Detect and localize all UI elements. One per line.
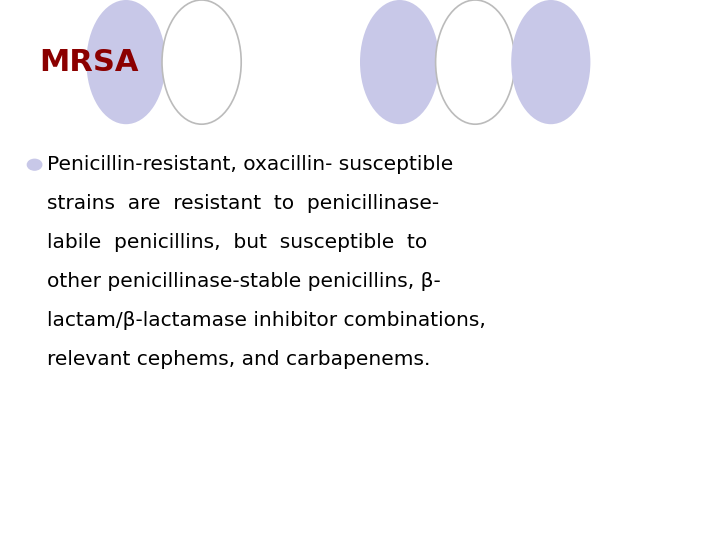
Text: Penicillin-resistant, oxacillin- susceptible: Penicillin-resistant, oxacillin- suscept… bbox=[47, 155, 453, 174]
Ellipse shape bbox=[86, 0, 166, 124]
Ellipse shape bbox=[436, 0, 515, 124]
Ellipse shape bbox=[360, 0, 439, 124]
Text: relevant cephems, and carbapenems.: relevant cephems, and carbapenems. bbox=[47, 349, 430, 369]
Text: labile  penicillins,  but  susceptible  to: labile penicillins, but susceptible to bbox=[47, 233, 427, 252]
Ellipse shape bbox=[511, 0, 590, 124]
Text: lactam/β-lactamase inhibitor combinations,: lactam/β-lactamase inhibitor combination… bbox=[47, 310, 486, 330]
Text: strains  are  resistant  to  penicillinase-: strains are resistant to penicillinase- bbox=[47, 194, 439, 213]
Text: MRSA: MRSA bbox=[40, 48, 139, 77]
Ellipse shape bbox=[162, 0, 241, 124]
Circle shape bbox=[27, 159, 42, 170]
Text: other penicillinase-stable penicillins, β-: other penicillinase-stable penicillins, … bbox=[47, 272, 441, 291]
